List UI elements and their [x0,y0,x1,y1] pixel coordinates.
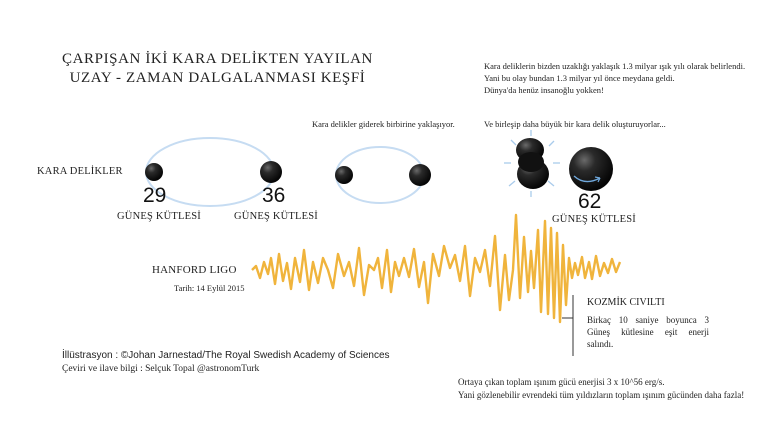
gravitational-wave-signal [251,213,622,324]
distance-info-line-1: Kara deliklerin bizden uzaklığı yaklaşık… [484,61,746,71]
detector-date: Tarih: 14 Eylül 2015 [174,283,245,293]
energy-note-line-2: Yani gözlenebilir evrendeki tüm yıldızla… [458,390,745,400]
distance-info-line-3: Dünya'da henüz insanoğlu yokken! [484,85,604,95]
black-hole-29 [145,163,163,181]
chirp-line-2: Güneş kütlesine eşit enerji [587,327,709,337]
black-hole-approach-right [409,164,431,186]
black-hole-36 [260,161,282,183]
energy-note: Ortaya çıkan toplam ışınım gücü enerjisi… [458,376,744,402]
chirp-line-1: Birkaç 10 saniye boyunca 3 [587,315,709,325]
title-line-2: UZAY - ZAMAN DALGALANMASI KEŞFİ [69,70,366,86]
merged-black-hole [569,147,613,191]
page-title: ÇARPIŞAN İKİ KARA DELİKTEN YAYILAN UZAY … [62,50,373,88]
caption-approach: Kara delikler giderek birbirine yaklaşıy… [312,119,455,129]
chirp-bracket [562,295,574,356]
black-holes-label: KARA DELİKLER [37,166,123,177]
caption-merge: Ve birleşip daha büyük bir kara delik ol… [484,119,666,129]
mass-value-62: 62 [578,190,602,213]
distance-info: Kara deliklerin bizden uzaklığı yaklaşık… [484,60,745,96]
distance-info-line-2: Yani bu olay bundan 1.3 milyar yıl önce … [484,73,675,83]
chirp-description: Birkaç 10 saniye boyunca 3 Güneş kütlesi… [587,314,709,350]
black-hole-approach-left [335,166,353,184]
chirp-line-3: salındı. [587,339,614,349]
illustration-credit: İllüstrasyon : ©Johan Jarnestad/The Roya… [62,350,390,361]
energy-note-line-1: Ortaya çıkan toplam ışınım gücü enerjisi… [458,377,665,387]
detector-name: HANFORD LIGO [152,264,237,276]
title-line-1: ÇARPIŞAN İKİ KARA DELİKTEN YAYILAN [62,51,373,67]
solar-mass-label-merged: GÜNEŞ KÜTLESİ [552,214,636,225]
mass-value-36: 36 [262,184,286,207]
merging-black-holes [504,130,560,197]
translation-credit: Çeviri ve ilave bilgi : Selçuk Topal @as… [62,364,260,374]
solar-mass-label-2: GÜNEŞ KÜTLESİ [234,211,318,222]
solar-mass-label-1: GÜNEŞ KÜTLESİ [117,211,201,222]
mass-value-29: 29 [143,184,167,207]
chirp-heading: KOZMİK CIVILTI [587,297,665,308]
